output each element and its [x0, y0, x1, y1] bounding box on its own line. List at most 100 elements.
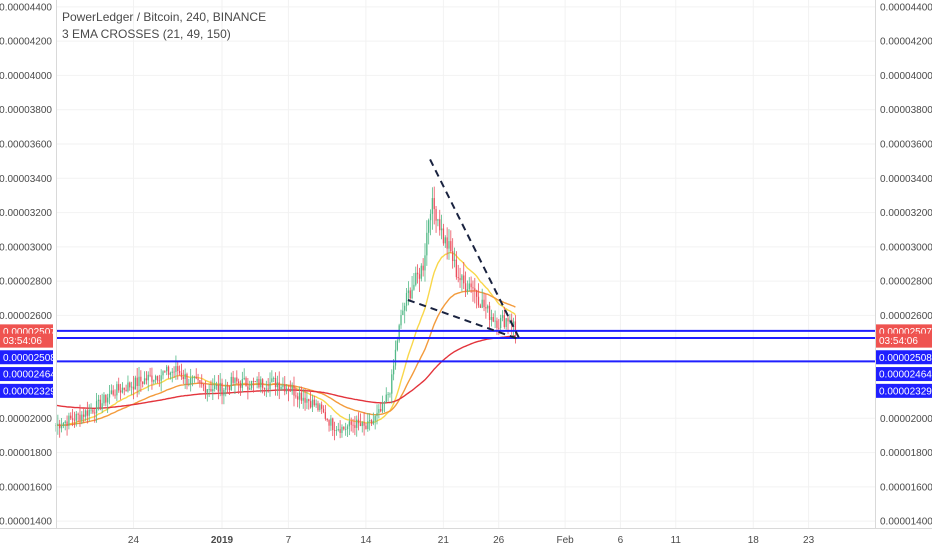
candle-body: [483, 299, 485, 308]
candle-body: [241, 379, 243, 388]
candle-body: [278, 382, 280, 390]
candle-body: [138, 376, 140, 387]
candle-body: [411, 289, 413, 299]
candle-body: [337, 429, 339, 430]
candle-body: [505, 318, 507, 327]
candle-body: [153, 379, 155, 382]
chart-title: PowerLedger / Bitcoin, 240, BINANCE: [62, 10, 266, 24]
ema-lines: [55, 251, 516, 427]
candle-body: [95, 401, 98, 414]
candle-body: [461, 275, 463, 281]
ema-line-150: [55, 335, 516, 409]
candle-body: [433, 198, 435, 210]
price-tag-label: 0.00002329: [879, 386, 932, 397]
candle-body: [346, 426, 349, 430]
candle-body: [230, 376, 232, 390]
candle-body: [311, 399, 314, 408]
price-tag-bg: [0, 333, 53, 348]
y-tick-label-right: 0.00001800: [880, 448, 932, 459]
candle-body: [407, 290, 410, 294]
right-price-axis[interactable]: 0.00004400 0.00004200 0.00004000 0.00003800…: [880, 2, 932, 527]
candle-body: [392, 365, 395, 375]
candle-body: [385, 394, 387, 403]
price-tag-bg: [876, 367, 932, 382]
time-axis[interactable]: 24 2019 7 14 21 26 Feb 6 11 18 23: [128, 535, 815, 546]
candle-body: [485, 307, 487, 309]
candle-body: [258, 378, 260, 388]
candle-body: [285, 388, 288, 392]
candle-body: [326, 418, 328, 421]
price-tag-label: 0.00002508: [879, 353, 932, 364]
candle-body: [453, 259, 456, 262]
candle-body: [315, 403, 317, 406]
price-tag-label: 0.00002329: [3, 386, 56, 397]
trend-line[interactable]: [407, 299, 521, 341]
candle-body: [219, 382, 221, 392]
candle-body: [112, 390, 114, 395]
candle-body: [156, 376, 159, 381]
candle-body: [271, 378, 273, 383]
candle-body: [221, 382, 223, 396]
candle-body: [177, 366, 179, 371]
candle-body: [254, 381, 256, 383]
price-tag-bg: [876, 333, 932, 348]
candle-body: [490, 316, 493, 320]
candle-body: [359, 423, 362, 427]
candle-body: [208, 389, 210, 390]
candle-body: [68, 415, 70, 426]
price-tag-bg: [876, 350, 932, 365]
price-tag-label: 0.00002464: [879, 370, 932, 381]
candle-body: [191, 377, 194, 379]
candle-body: [424, 255, 426, 271]
left-price-axis[interactable]: 0.00004400 0.00004200 0.00004000 0.00003800…: [0, 2, 52, 527]
candle-body: [405, 293, 408, 306]
candle-body: [391, 374, 393, 394]
candle-body: [62, 422, 65, 427]
indicator-legend[interactable]: 3 EMA CROSSES (21, 49, 150): [62, 27, 231, 41]
candle-body: [328, 420, 330, 426]
candle-body: [73, 419, 76, 421]
candle-body: [160, 375, 162, 381]
candle-body: [66, 421, 68, 426]
candle-body: [304, 397, 306, 403]
candle-body: [99, 399, 101, 410]
candle-body: [398, 325, 400, 341]
candle-body: [204, 385, 207, 393]
candle-body: [162, 371, 164, 376]
y-tick-label-left: 0.00003400: [0, 174, 52, 185]
candle-body: [494, 320, 496, 322]
trend-lines[interactable]: [407, 158, 521, 341]
candle-body: [276, 382, 279, 388]
candle-body: [400, 315, 402, 326]
y-tick-label-left: 0.00002600: [0, 311, 52, 322]
y-tick-label-left: 0.00002000: [0, 414, 52, 425]
trend-line[interactable]: [429, 158, 521, 340]
candle-body: [263, 387, 266, 390]
candle-body: [158, 380, 160, 382]
candle-body: [394, 349, 397, 366]
candle-body: [217, 385, 220, 392]
candle-body: [79, 414, 81, 421]
candle-body: [202, 384, 205, 386]
horizontal-levels[interactable]: [56, 329, 875, 363]
candle-body: [214, 385, 216, 390]
candle-body: [167, 366, 170, 375]
candle-body: [171, 371, 173, 373]
candle-body: [389, 393, 391, 395]
candle-body: [107, 397, 109, 403]
y-tick-label-right: 0.00003200: [880, 208, 932, 219]
y-tick-label-left: 0.00001400: [0, 517, 52, 528]
candle-body: [226, 385, 229, 387]
x-tick-label: 14: [360, 535, 372, 546]
candle-body: [184, 373, 186, 380]
candle-body: [415, 272, 417, 285]
candle-body: [321, 404, 323, 409]
y-tick-label-left: 0.00004400: [0, 2, 52, 13]
candle-body: [197, 378, 199, 381]
candle-body: [367, 421, 369, 429]
candle-body: [149, 374, 151, 376]
candle-body: [297, 396, 299, 400]
